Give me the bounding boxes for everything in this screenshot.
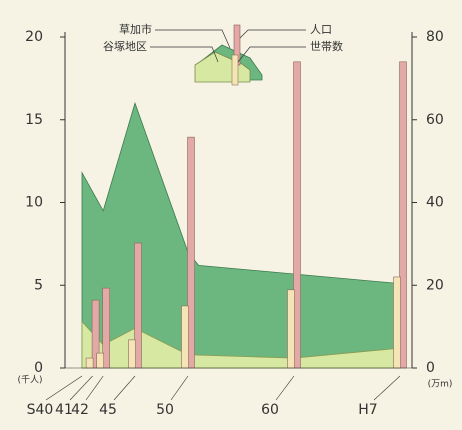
y-tick-label: 5 xyxy=(34,277,43,293)
legend: 草加市 谷塚地区 人口 世帯数 xyxy=(103,22,343,86)
leader-line xyxy=(239,29,306,39)
bar xyxy=(393,276,401,369)
x-tick-label: 60 xyxy=(261,402,279,418)
legend-label: 世帯数 xyxy=(310,40,343,53)
legend-label: 人口 xyxy=(310,23,332,36)
x-tick-label: 41 xyxy=(55,402,73,418)
y2-tick-label: 40 xyxy=(426,195,444,211)
x-tick-label: 50 xyxy=(156,402,174,418)
x-tick xyxy=(275,375,295,401)
x-tick xyxy=(170,375,189,401)
bar xyxy=(181,305,189,369)
y-tick-label: 10 xyxy=(25,195,43,211)
x-tick xyxy=(85,375,104,401)
y2-unit: (万m) xyxy=(428,380,453,390)
bar xyxy=(128,339,136,369)
y-unit: (千人) xyxy=(17,375,42,386)
y-tick-label: 15 xyxy=(25,112,43,128)
x-tick xyxy=(373,375,401,401)
x-tick xyxy=(113,375,136,401)
leader-line xyxy=(150,46,219,63)
y2-tick-label: 0 xyxy=(426,360,435,376)
x-tick-label: H7 xyxy=(358,402,377,418)
x-tick xyxy=(45,375,83,401)
legend-icon xyxy=(231,54,239,86)
y2-tick-label: 60 xyxy=(426,112,444,128)
bar xyxy=(96,352,104,369)
legend-label: 谷塚地区 xyxy=(103,40,147,53)
y-tick-label: 20 xyxy=(25,29,43,45)
x-tick-label: 42 xyxy=(71,402,89,418)
x-tick-label: 45 xyxy=(99,402,117,418)
y-tick-label: 0 xyxy=(34,360,43,376)
leader-line xyxy=(237,46,306,63)
x-tick-label: S40 xyxy=(27,402,54,418)
leader-line xyxy=(155,29,231,49)
y2-tick-label: 20 xyxy=(426,277,444,293)
bar xyxy=(287,289,295,369)
legend-label: 草加市 xyxy=(119,22,152,36)
x-tick xyxy=(69,375,93,401)
y2-tick-label: 80 xyxy=(426,29,444,45)
bar xyxy=(85,357,94,369)
